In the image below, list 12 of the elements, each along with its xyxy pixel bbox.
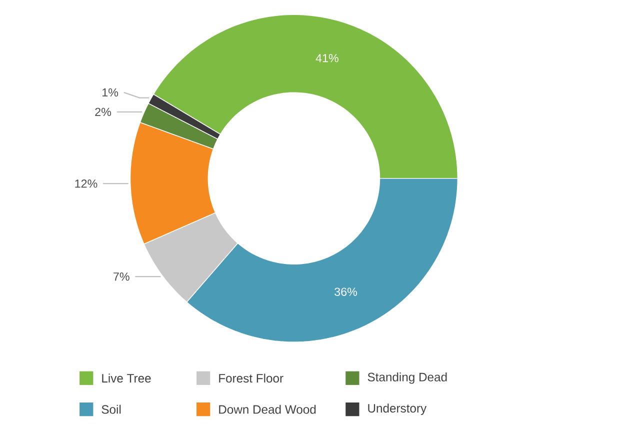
legend-label: Understory <box>368 404 427 416</box>
legend-label: Live Tree <box>102 374 151 383</box>
data-label: 41% <box>316 54 338 62</box>
legend-label: Soil <box>102 404 121 414</box>
data-label: 2% <box>95 108 112 116</box>
data-label: 7% <box>114 272 130 281</box>
data-label: 1% <box>102 88 118 97</box>
data-label: 36% <box>334 288 358 296</box>
data-label: 12% <box>75 180 98 188</box>
legend-label: Forest Floor <box>219 374 284 383</box>
legend-label: Standing Dead <box>368 372 447 384</box>
legend-label: Down Dead Wood <box>219 404 316 414</box>
